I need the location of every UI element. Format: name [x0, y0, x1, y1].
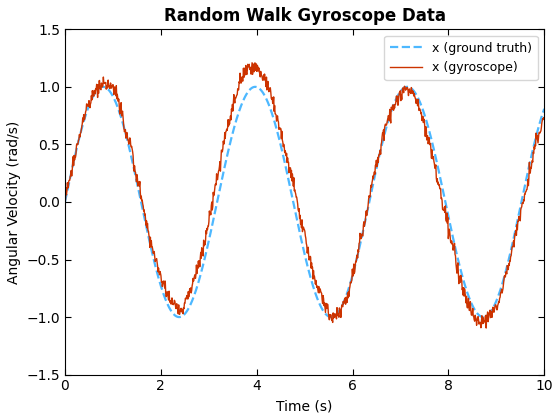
Line: x (ground truth): x (ground truth): [65, 87, 544, 317]
x (gyroscope): [273, 118, 280, 123]
x (gyroscope): [62, 197, 68, 202]
x (ground truth): [256, 86, 263, 91]
x (gyroscope): [110, 92, 117, 97]
x (ground truth): [328, 315, 334, 320]
x (ground truth): [436, 173, 443, 178]
x (gyroscope): [483, 326, 489, 331]
x (ground truth): [445, 213, 452, 218]
x (gyroscope): [436, 182, 442, 187]
Legend: x (ground truth), x (gyroscope): x (ground truth), x (gyroscope): [384, 36, 538, 80]
x (ground truth): [100, 84, 106, 89]
x (ground truth): [391, 99, 398, 104]
Line: x (gyroscope): x (gyroscope): [65, 63, 544, 328]
x (ground truth): [541, 106, 548, 111]
x (gyroscope): [541, 117, 548, 122]
Title: Random Walk Gyroscope Data: Random Walk Gyroscope Data: [164, 7, 446, 25]
x (gyroscope): [445, 215, 451, 220]
x (ground truth): [62, 200, 68, 205]
x (ground truth): [111, 97, 118, 102]
x (gyroscope): [391, 105, 398, 110]
x (gyroscope): [256, 69, 263, 74]
Y-axis label: Angular Velocity (rad/s): Angular Velocity (rad/s): [7, 121, 21, 284]
x (ground truth): [273, 126, 280, 131]
x (gyroscope): [249, 60, 255, 65]
X-axis label: Time (s): Time (s): [277, 399, 333, 413]
